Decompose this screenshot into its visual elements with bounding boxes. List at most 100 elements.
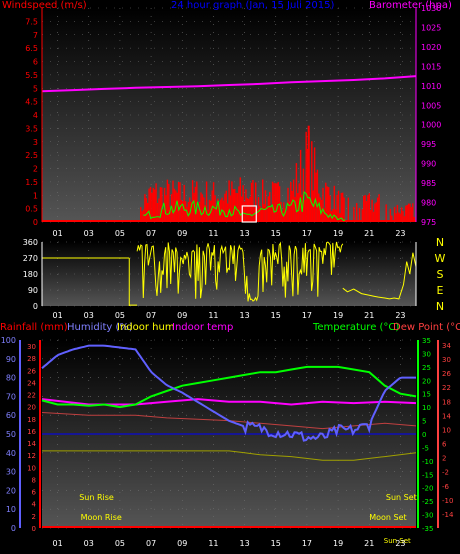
indoor-humidity-line bbox=[42, 450, 417, 461]
gust-bar bbox=[363, 195, 365, 222]
gust-bar bbox=[297, 193, 299, 222]
rain-tick-label: 16 bbox=[27, 428, 36, 436]
gust-bar bbox=[370, 210, 372, 222]
gust-bar bbox=[333, 185, 335, 222]
temperature-tick-label: -5 bbox=[422, 444, 429, 452]
gust-bar bbox=[332, 209, 334, 222]
wind-x-tick-label: 11 bbox=[208, 229, 218, 238]
gust-bar bbox=[162, 209, 164, 222]
dewpoint-tick-label: -2 bbox=[442, 469, 449, 477]
gust-bar bbox=[166, 179, 169, 222]
wind-tick-label: 3 bbox=[33, 138, 38, 147]
wind-tick-label: 2.5 bbox=[25, 151, 38, 160]
wind-x-tick-label: 09 bbox=[177, 229, 187, 238]
compass-label: W bbox=[435, 252, 446, 265]
gust-bar bbox=[367, 195, 369, 222]
gust-bar bbox=[342, 192, 344, 222]
gust-bar bbox=[141, 211, 143, 222]
rain-tick-label: 4 bbox=[32, 501, 37, 509]
temperature-tick-label: 5 bbox=[422, 418, 426, 426]
chart-title: 24 hour graph (Jan, 15 Juli 2015) bbox=[171, 0, 334, 11]
gust-bar bbox=[172, 180, 174, 222]
rain-tick-label: 28 bbox=[27, 355, 36, 363]
rain-tick-label: 20 bbox=[27, 404, 36, 412]
gust-bar bbox=[409, 203, 411, 222]
gust-bar bbox=[204, 205, 206, 222]
dewpoint-tick-label: 22 bbox=[442, 384, 451, 392]
wind-x-tick-label: 13 bbox=[239, 229, 249, 238]
gust-bar bbox=[290, 182, 292, 222]
climate-x-tick-label: 17 bbox=[302, 539, 312, 548]
wind-x-tick-label: 05 bbox=[115, 229, 125, 238]
gust-bar bbox=[260, 208, 262, 222]
dir-tick-label: 270 bbox=[23, 254, 38, 263]
winddir-panel bbox=[42, 242, 416, 306]
humidity-tick-label: 40 bbox=[6, 449, 16, 458]
gust-bar bbox=[182, 201, 184, 222]
gust-bar bbox=[156, 203, 159, 222]
gust-bar bbox=[410, 207, 413, 222]
gust-bar bbox=[399, 213, 401, 222]
gust-bar bbox=[176, 192, 178, 222]
humidity-tick-label: 70 bbox=[6, 392, 16, 401]
gust-bar bbox=[248, 198, 250, 222]
dewpoint-axis-title: Dew Point (°C) bbox=[393, 322, 460, 333]
gust-bar bbox=[217, 198, 219, 222]
climate-x-tick-label: 21 bbox=[364, 539, 374, 548]
gust-bar bbox=[145, 198, 147, 222]
humidity-tick-label: 80 bbox=[6, 374, 16, 383]
gust-bar bbox=[374, 203, 376, 222]
gust-bar bbox=[158, 198, 160, 222]
gust-bar bbox=[179, 182, 181, 222]
gust-bar bbox=[283, 202, 285, 222]
gust-bar bbox=[194, 186, 197, 222]
wind-tick-label: 7.5 bbox=[25, 17, 38, 26]
gust-bar bbox=[403, 216, 406, 222]
temperature-tick-label: -20 bbox=[422, 485, 433, 493]
climate-x-tick-label: 03 bbox=[84, 539, 94, 548]
wind-average-line bbox=[143, 191, 346, 222]
gust-bar bbox=[270, 207, 272, 222]
wind-axis-title: Windspeed (m/s) bbox=[2, 0, 87, 11]
wind-x-tick-label: 07 bbox=[146, 229, 156, 238]
gust-bar bbox=[396, 204, 399, 222]
gust-bar bbox=[168, 183, 170, 222]
wind-tick-label: 7 bbox=[33, 31, 38, 40]
gust-bar bbox=[340, 192, 342, 222]
humidity-tick-label: 10 bbox=[6, 505, 16, 514]
gust-bar bbox=[140, 207, 142, 222]
dewpoint-tick-label: -6 bbox=[442, 483, 450, 491]
gust-bar bbox=[299, 149, 302, 222]
gust-bar bbox=[328, 187, 330, 222]
dir-x-tick-label: 07 bbox=[146, 311, 156, 320]
rain-tick-label: 10 bbox=[27, 464, 36, 472]
gust-bar bbox=[212, 182, 215, 222]
gust-bar bbox=[151, 192, 153, 222]
humidity-tick-label: 0 bbox=[11, 524, 16, 533]
calm-marker bbox=[241, 205, 257, 223]
gust-bar bbox=[316, 169, 319, 222]
gust-bar bbox=[242, 185, 244, 222]
barometer-tick-label: 980 bbox=[421, 199, 436, 208]
wind-x-tick-label: 15 bbox=[271, 229, 281, 238]
wind-x-tick-label: 03 bbox=[84, 229, 94, 238]
gust-bar bbox=[284, 208, 286, 222]
gust-bar bbox=[259, 206, 261, 222]
humidity-tick-label: 90 bbox=[6, 355, 16, 364]
gust-bar bbox=[281, 210, 284, 222]
gust-bar bbox=[165, 195, 167, 222]
gust-bar bbox=[255, 182, 257, 222]
gust-bar bbox=[250, 182, 253, 222]
rain-tick-label: 12 bbox=[27, 452, 36, 460]
gust-bar bbox=[335, 209, 337, 222]
wind-tick-label: 6.5 bbox=[25, 44, 38, 53]
gust-bar bbox=[347, 197, 349, 222]
gust-bar bbox=[337, 190, 340, 222]
barometer-tick-label: 1005 bbox=[421, 101, 441, 110]
gust-bar bbox=[144, 194, 146, 222]
barometer-tick-label: 1030 bbox=[421, 4, 441, 13]
climate-x-tick-label: 11 bbox=[208, 539, 218, 548]
gust-bar bbox=[313, 147, 316, 222]
gust-bar bbox=[361, 209, 363, 222]
